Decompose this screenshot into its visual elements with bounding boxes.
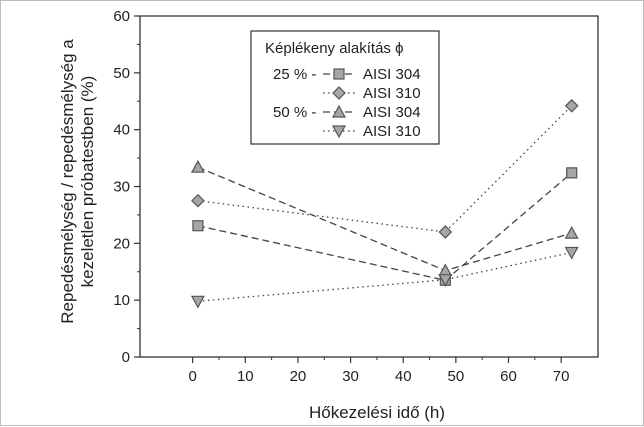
legend-marker-1 [332, 86, 346, 100]
data-point-2-0 [190, 159, 205, 173]
data-point-3-0 [190, 295, 205, 309]
data-point-0-2 [566, 167, 578, 179]
y-axis-label-line1: Repedésmélység / repedésmélység a [58, 39, 77, 324]
legend-marker-2 [331, 104, 347, 118]
data-point-2-1 [438, 263, 453, 277]
x-tick-label: 30 [342, 368, 359, 385]
x-tick-label: 60 [500, 368, 517, 385]
data-point-1-2 [564, 98, 579, 113]
legend-marker-3 [331, 125, 347, 139]
legend-entries: AISI 304 AISI 310 AISI 304 AISI 310 [323, 66, 421, 140]
x-tick-label: 10 [237, 368, 254, 385]
legend-box [250, 30, 440, 145]
legend-group-50: 50 % - [273, 104, 316, 121]
y-axis-label-line2: kezeletlen próbatestben (%) [78, 76, 97, 288]
legend-label-3: AISI 310 [363, 123, 421, 140]
x-tick-label: 0 [188, 368, 196, 385]
legend: Képlékeny alakítás ϕ 25 % - 50 % - AISI … [250, 30, 440, 145]
x-tick-label: 50 [448, 368, 465, 385]
legend-group-25: 25 % - [273, 66, 316, 83]
y-tick-label: 30 [113, 179, 130, 196]
series-line-2 [197, 166, 572, 272]
legend-title: Képlékeny alakítás ϕ [265, 40, 403, 57]
series-markers [190, 98, 579, 309]
legend-marker-0 [333, 68, 345, 80]
data-point-1-1 [438, 225, 453, 239]
x-axis-label: Hőkezelési idő (h) [309, 403, 445, 422]
axis-ticks: 0 10 20 30 40 50 60 70 0 10 20 30 40 50 60 [113, 8, 569, 385]
x-tick-label: 40 [395, 368, 412, 385]
data-point-3-2 [564, 246, 579, 260]
x-tick-label: 70 [553, 368, 570, 385]
series-line-3 [197, 251, 572, 302]
y-tick-label: 0 [122, 349, 130, 366]
data-point-2-2 [564, 225, 579, 239]
y-tick-label: 10 [113, 292, 130, 309]
legend-label-0: AISI 304 [363, 66, 421, 83]
y-tick-label: 20 [113, 235, 130, 252]
data-point-3-1 [438, 274, 453, 287]
y-axis-label: Repedésmélység / repedésmélység a kezele… [58, 39, 97, 324]
legend-label-2: AISI 304 [363, 104, 421, 121]
legend-label-1: AISI 310 [363, 85, 421, 102]
data-point-0-0 [192, 220, 204, 232]
y-tick-label: 50 [113, 65, 130, 82]
data-point-1-0 [191, 193, 205, 208]
y-tick-label: 60 [113, 8, 130, 25]
x-tick-label: 20 [290, 368, 307, 385]
y-tick-label: 40 [113, 122, 130, 139]
